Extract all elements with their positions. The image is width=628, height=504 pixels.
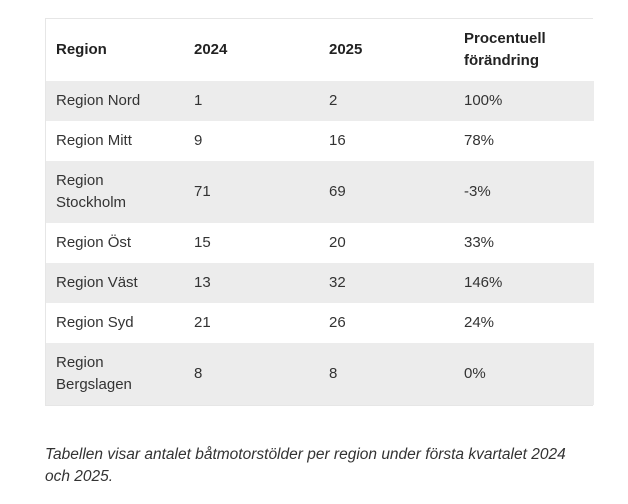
table-row: Region Öst 15 20 33%	[46, 223, 594, 263]
table-row: Region Syd 21 26 24%	[46, 303, 594, 343]
cell-2025: 8	[319, 343, 454, 405]
cell-2025: 16	[319, 121, 454, 161]
cell-2025: 2	[319, 81, 454, 121]
cell-change: 0%	[454, 343, 594, 405]
cell-change: 24%	[454, 303, 594, 343]
boat-motor-theft-table: Region 2024 2025 Procentuell förändring …	[46, 19, 594, 405]
cell-change: 78%	[454, 121, 594, 161]
cell-2024: 1	[184, 81, 319, 121]
table-row: Region Stockholm 71 69 -3%	[46, 161, 594, 223]
table-row: Region Bergslagen 8 8 0%	[46, 343, 594, 405]
data-table-container: Region 2024 2025 Procentuell förändring …	[45, 18, 594, 406]
cell-region: Region Stockholm	[46, 161, 184, 223]
cell-region: Region Bergslagen	[46, 343, 184, 405]
cell-2024: 15	[184, 223, 319, 263]
cell-2024: 9	[184, 121, 319, 161]
cell-2025: 26	[319, 303, 454, 343]
cell-change: 33%	[454, 223, 594, 263]
cell-change: -3%	[454, 161, 594, 223]
header-2024: 2024	[184, 19, 319, 81]
cell-change: 146%	[454, 263, 594, 303]
cell-2024: 8	[184, 343, 319, 405]
table-row: Region Mitt 9 16 78%	[46, 121, 594, 161]
cell-2025: 20	[319, 223, 454, 263]
header-2025: 2025	[319, 19, 454, 81]
cell-region: Region Mitt	[46, 121, 184, 161]
table-row: Region Nord 1 2 100%	[46, 81, 594, 121]
table-row: Region Väst 13 32 146%	[46, 263, 594, 303]
cell-region: Region Väst	[46, 263, 184, 303]
header-percent-change: Procentuell förändring	[454, 19, 594, 81]
cell-2024: 13	[184, 263, 319, 303]
cell-2024: 71	[184, 161, 319, 223]
header-region: Region	[46, 19, 184, 81]
cell-region: Region Öst	[46, 223, 184, 263]
cell-region: Region Nord	[46, 81, 184, 121]
cell-2024: 21	[184, 303, 319, 343]
table-header-row: Region 2024 2025 Procentuell förändring	[46, 19, 594, 81]
cell-change: 100%	[454, 81, 594, 121]
cell-region: Region Syd	[46, 303, 184, 343]
table-caption: Tabellen visar antalet båtmotorstölder p…	[45, 446, 566, 485]
cell-2025: 69	[319, 161, 454, 223]
cell-2025: 32	[319, 263, 454, 303]
